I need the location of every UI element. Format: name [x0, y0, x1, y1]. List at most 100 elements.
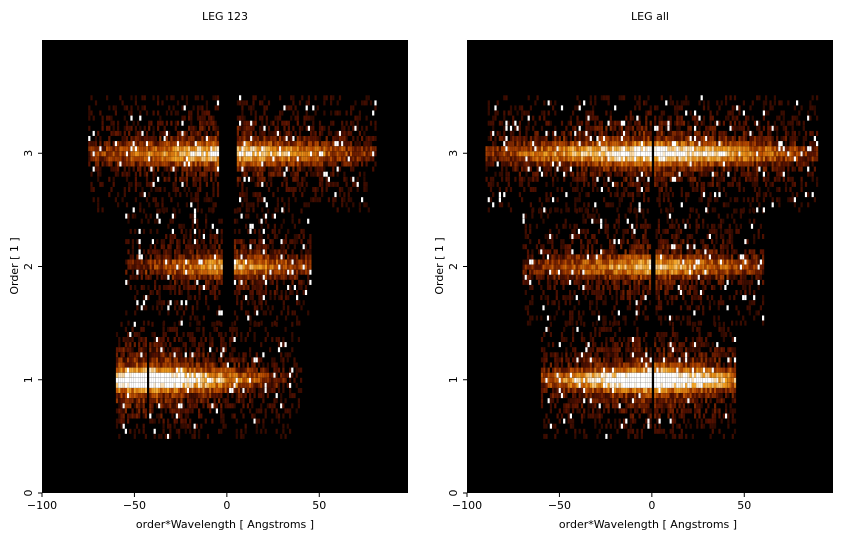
heatmap-cell: [540, 295, 543, 301]
heatmap-cell: [338, 136, 342, 141]
heatmap-cell: [314, 95, 317, 101]
heatmap-cell: [191, 372, 194, 378]
heatmap-cell: [247, 274, 250, 280]
heatmap-cell: [194, 151, 197, 157]
heatmap-cell: [155, 372, 159, 378]
heatmap-cell: [549, 393, 552, 399]
heatmap-cell: [522, 274, 525, 280]
heatmap-cell: [290, 151, 293, 157]
heatmap-cell: [158, 218, 161, 224]
heatmap-cell: [125, 120, 129, 126]
heatmap-cell: [638, 347, 641, 353]
heatmap-cell: [318, 197, 322, 203]
heatmap-cell: [374, 161, 377, 167]
heatmap-cell: [702, 357, 706, 363]
heatmap-cell: [330, 161, 333, 167]
heatmap-cell: [580, 388, 584, 393]
heatmap-cell: [185, 228, 188, 234]
heatmap-cell: [160, 433, 163, 439]
heatmap-cell: [208, 146, 211, 152]
heatmap-cell: [174, 110, 177, 116]
heatmap-cell: [298, 320, 301, 326]
heatmap-cell: [241, 100, 244, 106]
heatmap-cell: [178, 372, 181, 378]
heatmap-cell: [162, 320, 166, 326]
heatmap-cell: [691, 362, 694, 368]
heatmap-cell: [273, 357, 276, 363]
heatmap-cell: [142, 208, 146, 214]
heatmap-cell: [680, 382, 683, 388]
heatmap-cell: [298, 300, 301, 306]
heatmap-cell: [269, 259, 272, 265]
heatmap-cell: [545, 413, 548, 419]
heatmap-cell: [147, 320, 150, 326]
heatmap-cell: [284, 234, 288, 239]
heatmap-cell: [151, 418, 154, 424]
heatmap-cell: [258, 244, 261, 250]
heatmap-cell: [671, 428, 674, 434]
heatmap-cell: [263, 130, 266, 136]
heatmap-cell: [186, 423, 190, 429]
heatmap-cell: [354, 146, 357, 152]
heatmap-cell: [609, 362, 612, 368]
heatmap-cell: [165, 156, 168, 162]
heatmap-cell: [720, 367, 723, 373]
heatmap-cell: [201, 110, 204, 116]
heatmap-cell: [169, 279, 172, 285]
heatmap-cell: [189, 377, 192, 383]
heatmap-cell: [205, 249, 208, 255]
heatmap-cell: [209, 408, 212, 414]
heatmap-cell: [172, 151, 175, 157]
heatmap-cell: [199, 171, 202, 177]
heatmap-cell: [233, 382, 236, 388]
heatmap-cell: [149, 377, 152, 383]
heatmap-cell: [711, 388, 714, 393]
heatmap-cell: [330, 120, 333, 126]
heatmap-cell: [543, 418, 546, 424]
heatmap-cell: [314, 187, 317, 192]
heatmap-cell: [627, 357, 630, 363]
heatmap-cell: [195, 326, 198, 332]
heatmap-cell: [209, 377, 212, 383]
heatmap-cell: [247, 161, 251, 167]
heatmap-cell: [607, 388, 610, 393]
heatmap-cell: [356, 176, 359, 182]
heatmap-cell: [262, 377, 265, 383]
heatmap-cell: [698, 372, 701, 378]
heatmap-cell: [247, 310, 250, 316]
heatmap-cell: [298, 100, 302, 106]
heatmap-cell: [255, 423, 258, 429]
heatmap-cell: [576, 372, 579, 378]
heatmap-cell: [557, 305, 561, 311]
heatmap-cell: [665, 372, 668, 378]
heatmap-cell: [247, 141, 251, 147]
heatmap-cell: [135, 332, 139, 337]
heatmap-cell: [236, 181, 239, 187]
heatmap-cell: [332, 151, 335, 157]
heatmap-cell: [239, 115, 242, 121]
heatmap-cell: [572, 372, 575, 378]
heatmap-cell: [540, 388, 544, 393]
heatmap-cell: [718, 428, 721, 434]
heatmap-cell: [149, 367, 152, 373]
heatmap-cell: [300, 208, 303, 214]
heatmap-cell: [279, 141, 282, 147]
heatmap-cell: [271, 357, 274, 363]
heatmap-cell: [88, 110, 91, 116]
heatmap-cell: [242, 372, 245, 378]
heatmap-cell: [201, 125, 204, 131]
heatmap-cell: [289, 269, 292, 275]
heatmap-cell: [647, 367, 650, 373]
heatmap-cell: [700, 357, 703, 363]
heatmap-cell: [131, 408, 134, 414]
heatmap-cell: [143, 151, 146, 157]
heatmap-cell: [122, 347, 125, 353]
heatmap-cell: [242, 295, 245, 301]
heatmap-cell: [254, 110, 257, 116]
heatmap-cell: [185, 259, 188, 265]
heatmap-cell: [614, 408, 617, 414]
heatmap-cell: [139, 156, 142, 162]
heatmap-cell: [583, 398, 586, 404]
heatmap-cell: [720, 382, 723, 388]
heatmap-cell: [276, 120, 279, 126]
